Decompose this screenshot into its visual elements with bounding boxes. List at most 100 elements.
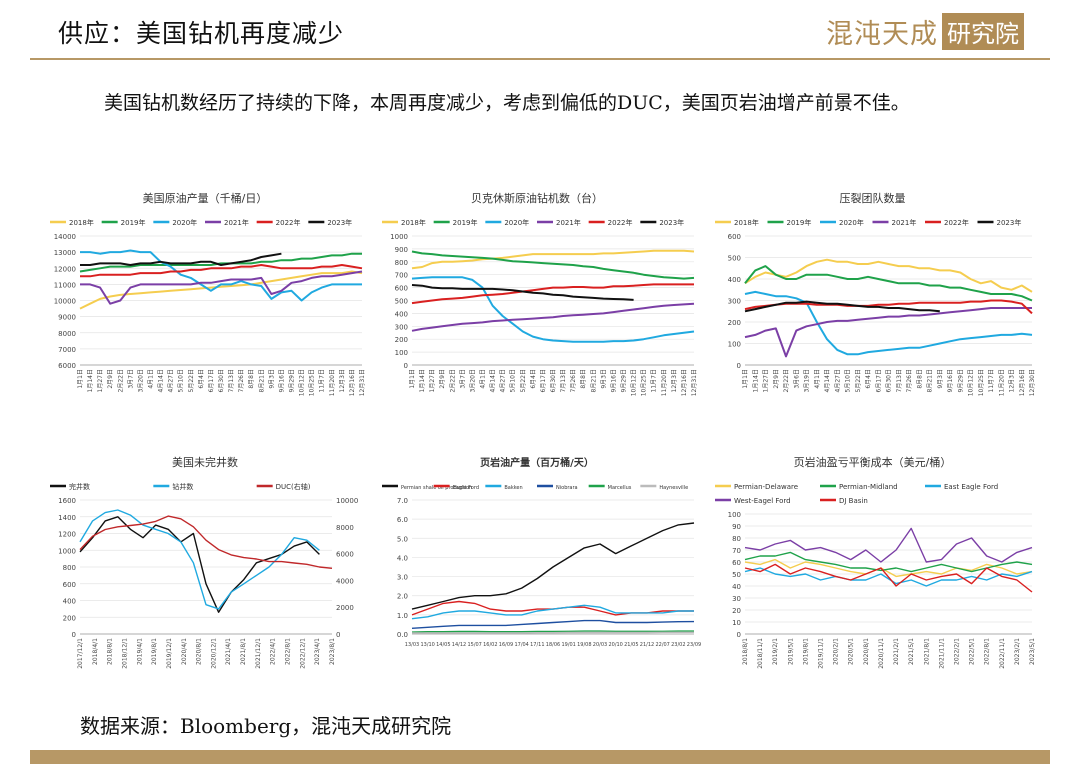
x-tick-label: 3月19日	[804, 369, 811, 392]
x-tick-label: 10月25日	[641, 369, 648, 396]
x-tick-label: 2022/8/1	[984, 638, 991, 665]
x-tick-label: 2月9日	[107, 369, 114, 389]
legend-label: Bakken	[504, 485, 522, 491]
legend-label: 2021年	[892, 218, 917, 227]
x-tick-label: 10月12日	[968, 369, 975, 396]
x-tick-label: 2020/4/1	[181, 638, 188, 665]
x-tick-label: 9月3日	[937, 369, 944, 389]
legend-label: 2023年	[327, 218, 352, 227]
x-tick-label: 5月22日	[520, 369, 527, 392]
x-tick-label: 2021/2/1	[893, 638, 900, 665]
x-tick-label: 2023/5/1	[1029, 638, 1036, 665]
legend-label: 2020年	[172, 218, 197, 227]
series-line-1	[79, 509, 320, 610]
y-tick-label: 500	[395, 298, 408, 306]
x-tick-label: 2020/12/1	[210, 638, 217, 669]
x-tick-label: 4月14日	[158, 369, 165, 392]
x-tick-label: 12月30日	[1029, 369, 1036, 396]
x-tick-label: 1月1日	[742, 369, 749, 389]
x-tick-label: 4月27日	[500, 369, 507, 392]
x-tick-label: 4月14日	[824, 369, 831, 392]
x-tick-label: 2022/12/1	[299, 638, 306, 669]
series-line-5	[80, 252, 282, 266]
y-tick-label: 700	[395, 272, 408, 280]
x-tick-label: 2022/8/1	[285, 638, 292, 665]
x-tick-label: 12月3日	[671, 369, 678, 392]
y-tick-label: 300	[395, 323, 408, 331]
series-line-5	[412, 631, 694, 634]
logo-text: 混沌天成	[826, 18, 938, 50]
x-tick-label: 10月12日	[631, 369, 638, 396]
x-tick-label: 2021/5/1	[908, 638, 915, 665]
x-tick-label: 7月13日	[560, 369, 567, 392]
x-tick-label: 2019/5/1	[787, 638, 794, 665]
x-tick-label: 2月22日	[449, 369, 456, 392]
series-line-2	[79, 515, 333, 569]
x-tick-label: 2月22日	[117, 369, 124, 392]
x-tick-label: 12月16日	[681, 369, 688, 396]
series-line-3	[80, 270, 363, 305]
y-tick-label: 400	[63, 598, 76, 606]
y-tick-label: 600	[728, 233, 741, 241]
y-tick-label: 10	[732, 619, 741, 627]
series-line-1	[411, 250, 695, 280]
x-tick-label: 11月20日	[329, 369, 336, 396]
x-tick-label: 2月9日	[439, 369, 446, 389]
x-tick-label: 23/02	[671, 642, 685, 648]
y-tick-label: 100	[728, 341, 741, 349]
legend-label: Eagle Ford	[453, 485, 479, 491]
x-tick-label: 11月7日	[988, 369, 995, 392]
y-tick-label: 4.0	[397, 554, 408, 562]
y-tick-label: 30	[732, 595, 741, 603]
x-tick-label: 6月30日	[218, 369, 225, 392]
y-tick-label: 80	[732, 535, 741, 543]
legend-label: 2022年	[608, 218, 633, 227]
y2-tick-label: 10000	[336, 497, 358, 505]
x-tick-label: 2020/8/1	[196, 638, 203, 665]
x-tick-label: 22/07	[655, 642, 669, 648]
x-tick-label: 1月27日	[763, 369, 770, 392]
x-tick-label: 5月22日	[188, 369, 195, 392]
x-tick-label: 6月4日	[198, 369, 205, 389]
legend-label: Permian-Delaware	[734, 483, 798, 491]
legend-label: Permian shale oil production	[401, 485, 472, 491]
y2-tick-label: 2000	[336, 604, 354, 612]
x-tick-label: 6月17日	[875, 369, 882, 392]
x-tick-label: 2022/5/1	[969, 638, 976, 665]
x-tick-label: 16/09	[499, 642, 513, 648]
page-title: 供应：美国钻机再度减少	[58, 19, 345, 48]
x-tick-label: 10月12日	[299, 369, 306, 396]
series-line-1	[744, 265, 1033, 302]
x-tick-label: 4月27日	[834, 369, 841, 392]
x-tick-label: 2019/2/1	[772, 638, 779, 665]
footer-bar	[30, 750, 1050, 764]
y-tick-label: 200	[395, 336, 408, 344]
x-tick-label: 12月16日	[349, 369, 356, 396]
y-tick-label: 3.0	[397, 574, 408, 582]
x-tick-label: 8月21日	[258, 369, 265, 392]
y-tick-label: 11000	[54, 281, 76, 289]
x-tick-label: 4月27日	[168, 369, 175, 392]
x-tick-label: 2022/11/1	[999, 638, 1006, 669]
x-tick-label: 5月22日	[855, 369, 862, 392]
x-tick-label: 17/11	[530, 642, 544, 648]
y-tick-label: 1600	[58, 497, 76, 505]
x-tick-label: 2019/11/1	[818, 638, 825, 669]
series-line-2	[744, 567, 1033, 587]
legend-label: Permian-Midland	[839, 483, 898, 491]
x-tick-label: 2021/8/1	[923, 638, 930, 665]
x-tick-label: 4月14日	[490, 369, 497, 392]
x-tick-label: 2023/4/1	[314, 638, 321, 665]
y-tick-label: 50	[732, 571, 741, 579]
y-tick-label: 600	[63, 581, 76, 589]
series-line-2	[411, 604, 694, 620]
chart-crude-production: 美国原油产量（千桶/日） 2018年 2019年 2020年 2021年 2022年 202…	[50, 191, 366, 396]
legend-label: West-Eagel Ford	[734, 497, 791, 505]
y-tick-label: 600	[395, 285, 408, 293]
y-tick-label: 0	[404, 362, 408, 370]
series-line-0	[744, 258, 1033, 293]
legend-label: 2019年	[787, 218, 812, 227]
legend-label: Marcellus	[608, 485, 632, 491]
chart-breakeven: 页岩油盈亏平衡成本（美元/桶） Permian-Delaware Permian-M…	[715, 455, 1036, 669]
legend-label: 2018年	[69, 218, 94, 227]
